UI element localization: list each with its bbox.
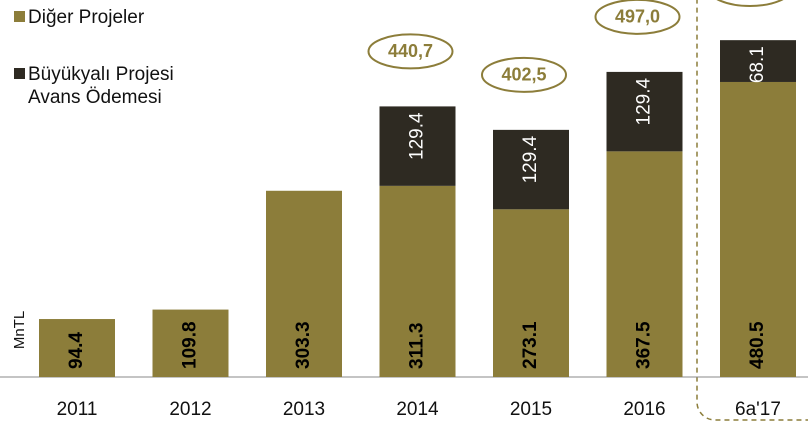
total-oval xyxy=(716,0,784,7)
total-label: 497,0 xyxy=(615,7,660,27)
y-axis-label: MnTL xyxy=(11,311,28,349)
legend-item: Diğer Projeler xyxy=(14,6,228,29)
bar-segment xyxy=(266,190,342,377)
legend-label: Diğer Projeler xyxy=(28,7,145,28)
legend-item: Büyükyalı Projesi Avans Ödemesi xyxy=(14,63,228,109)
bar-segment xyxy=(493,129,569,210)
data-label: 129.4 xyxy=(407,112,428,160)
bar-segment xyxy=(379,106,456,186)
bar-segment xyxy=(606,71,683,152)
x-tick-label: 2015 xyxy=(510,399,552,420)
bar-segment xyxy=(152,309,229,377)
x-tick-label: 2013 xyxy=(283,399,325,420)
data-label: 480.5 xyxy=(747,321,768,369)
data-label: 94.4 xyxy=(66,332,87,369)
x-tick-label: 2012 xyxy=(169,399,211,420)
total-oval xyxy=(367,33,454,70)
x-tick-label: 6a'17 xyxy=(735,399,781,420)
highlight-frame xyxy=(696,0,808,421)
data-label: 367.5 xyxy=(634,321,655,369)
data-label: 129.4 xyxy=(520,135,541,183)
data-label: 273.1 xyxy=(520,321,541,369)
total-oval xyxy=(594,0,681,35)
x-tick-label: 2014 xyxy=(396,399,439,420)
bar-segment xyxy=(606,151,683,377)
data-label: 311.3 xyxy=(407,323,428,370)
x-tick-label: 2011 xyxy=(57,399,98,420)
total-label: 402,5 xyxy=(501,65,546,85)
bar-segment xyxy=(720,40,796,82)
legend-swatch xyxy=(14,68,25,79)
legend-swatch xyxy=(14,11,25,22)
data-label: 68.1 xyxy=(747,46,768,83)
bar-segment xyxy=(493,209,569,377)
bar-segment xyxy=(39,319,115,377)
data-label: 109.8 xyxy=(180,321,201,369)
total-oval xyxy=(481,56,567,93)
bar-segment xyxy=(720,81,796,378)
legend-label: Büyükyalı Projesi Avans Ödemesi xyxy=(28,64,174,108)
total-label: 440,7 xyxy=(388,41,433,61)
data-label: 303.3 xyxy=(293,321,314,369)
bar-segment xyxy=(379,185,456,377)
x-tick-label: 2016 xyxy=(623,399,665,420)
data-label: 129.4 xyxy=(634,77,655,125)
